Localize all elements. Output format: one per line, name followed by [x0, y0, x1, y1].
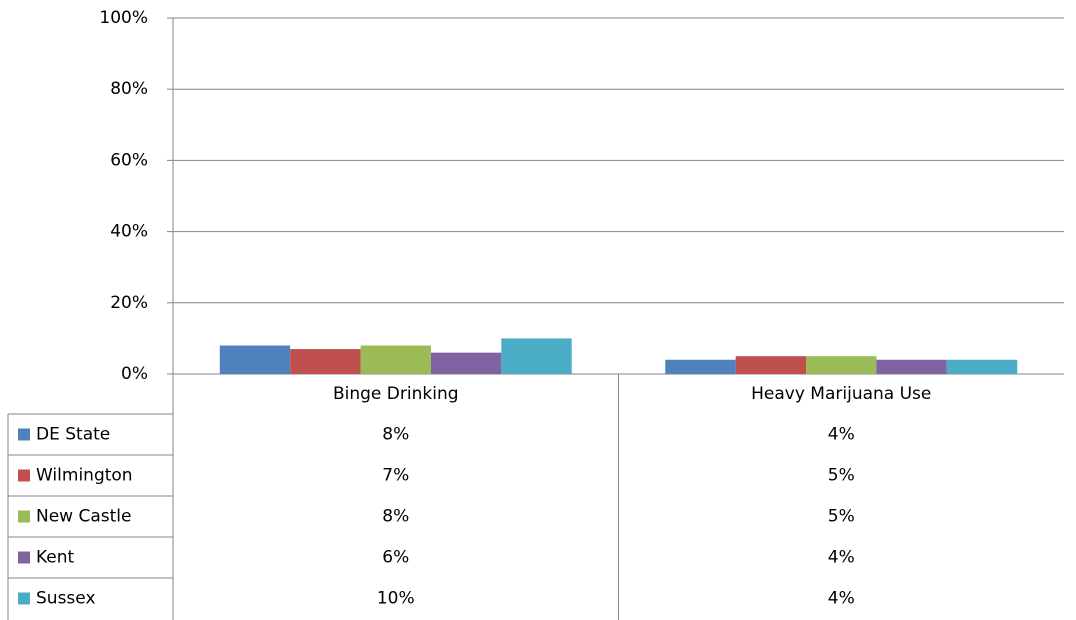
bar — [665, 359, 736, 374]
legend-swatch — [18, 428, 30, 441]
legend-label: Kent — [36, 548, 75, 568]
table-cell: 6% — [382, 548, 409, 568]
table-cell: 5% — [828, 466, 855, 486]
legend-label: Wilmington — [36, 466, 133, 486]
legend-label: Sussex — [36, 589, 96, 609]
bar — [806, 356, 877, 374]
y-tick-label: 0% — [121, 364, 148, 384]
table-cell: 8% — [382, 425, 409, 445]
legend-swatch — [18, 592, 30, 605]
bar — [876, 359, 947, 374]
legend-label: DE State — [36, 425, 110, 445]
bar — [946, 359, 1018, 374]
legend-swatch — [18, 551, 30, 564]
legend-swatch — [18, 510, 30, 523]
bar — [735, 356, 807, 374]
table-cell: 4% — [828, 425, 855, 445]
table-cell: 10% — [377, 589, 415, 609]
category-label: Heavy Marijuana Use — [751, 384, 931, 404]
table-cell: 4% — [828, 589, 855, 609]
y-tick-label: 80% — [110, 79, 148, 99]
table-cell: 5% — [828, 507, 855, 527]
legend-label: New Castle — [36, 507, 131, 527]
table-cell: 8% — [382, 507, 409, 527]
bar — [290, 349, 361, 374]
legend-swatch — [18, 469, 30, 482]
y-tick-label: 20% — [110, 293, 148, 313]
bar — [360, 345, 431, 374]
y-tick-label: 100% — [99, 8, 148, 28]
table-cell: 7% — [382, 466, 409, 486]
category-label: Binge Drinking — [333, 384, 459, 404]
bar — [501, 338, 572, 374]
table-cell: 4% — [828, 548, 855, 568]
bar — [430, 352, 502, 374]
bar — [219, 345, 291, 374]
y-tick-label: 60% — [110, 150, 148, 170]
y-tick-label: 40% — [110, 222, 148, 242]
